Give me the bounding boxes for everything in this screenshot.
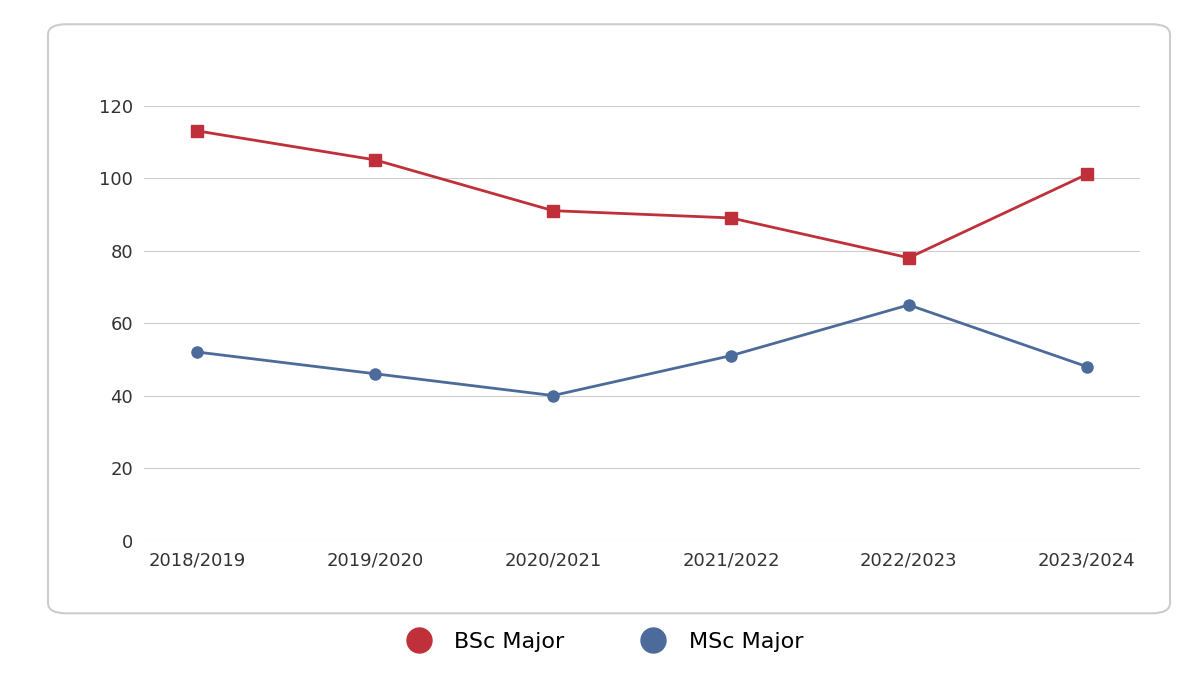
Legend: BSc Major, MSc Major: BSc Major, MSc Major [388,623,812,661]
